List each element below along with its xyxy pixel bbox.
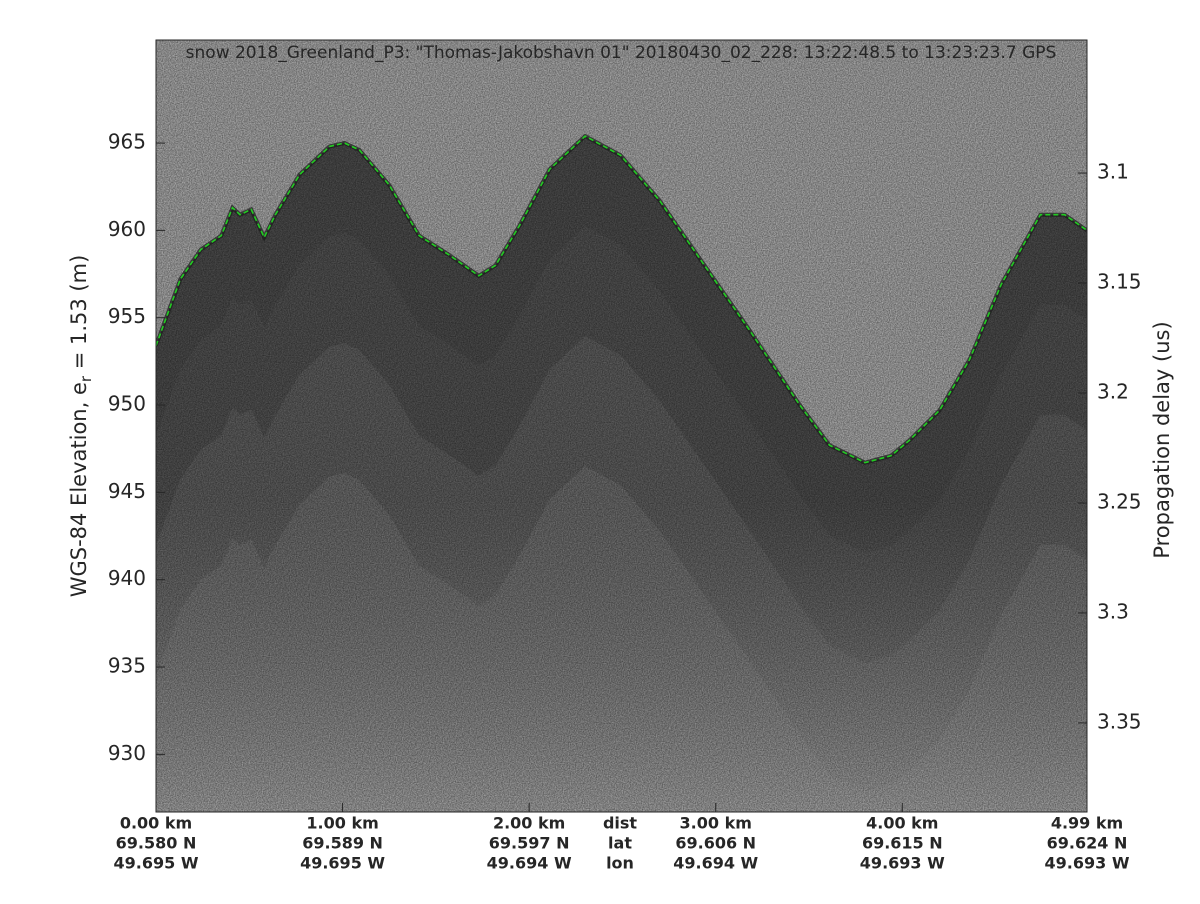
y2-tick-label: 3.35	[1097, 709, 1142, 733]
lat-label: 69.606 N	[675, 834, 756, 853]
y2-tick-label: 3.3	[1097, 599, 1129, 623]
y-label-part: = 1.53 (m)	[67, 255, 91, 376]
speckle	[156, 40, 1087, 812]
y2-tick-label: 3.2	[1097, 380, 1129, 404]
y2-tick-label: 3.15	[1097, 270, 1142, 294]
lon-label: 49.693 W	[860, 854, 945, 873]
lon-label: 49.695 W	[300, 854, 385, 873]
y-axis-label: WGS-84 Elevation, er = 1.53 (m)	[67, 255, 95, 598]
y-tick-label: 945	[108, 479, 146, 503]
x-tick-label: 2.00 km	[493, 814, 565, 833]
y-tick-label: 950	[108, 392, 146, 416]
y-tick-label: 965	[108, 130, 146, 154]
lon-label: 49.694 W	[673, 854, 758, 873]
y2-axis-label: Propagation delay (us)	[1150, 321, 1174, 558]
y-tick-label: 955	[108, 304, 146, 328]
surface-line	[156, 135, 1087, 464]
lat-label: 69.580 N	[116, 834, 197, 853]
x-tick-label: 3.00 km	[680, 814, 752, 833]
lat-label: 69.589 N	[302, 834, 383, 853]
y-tick-label: 960	[108, 217, 146, 241]
lon-label: 49.695 W	[114, 854, 199, 873]
x-tick-label: 1.00 km	[306, 814, 378, 833]
lat-label: 69.615 N	[862, 834, 943, 853]
lat-label: 69.624 N	[1047, 834, 1128, 853]
lon-label: 49.694 W	[487, 854, 572, 873]
row-label: lat	[608, 834, 632, 853]
y2-tick-label: 3.1	[1097, 160, 1129, 184]
row-label: lon	[606, 854, 634, 873]
x-tick-label: 0.00 km	[120, 814, 192, 833]
y2-tick-label: 3.25	[1097, 489, 1142, 513]
y-label-part: WGS-84 Elevation, e	[67, 382, 91, 597]
y-label-subscript: r	[77, 375, 95, 382]
chart-title: snow 2018_Greenland_P3: "Thomas-Jakobsha…	[186, 43, 1057, 63]
plot-frame	[155, 39, 1088, 813]
echogram-image	[156, 40, 1087, 812]
y-tick-label: 940	[108, 566, 146, 590]
y-tick-label: 935	[108, 654, 146, 678]
x-tick-label: 4.00 km	[866, 814, 938, 833]
lat-label: 69.597 N	[489, 834, 570, 853]
lon-label: 49.693 W	[1045, 854, 1130, 873]
x-tick-label: 4.99 km	[1051, 814, 1123, 833]
row-label: dist	[603, 814, 637, 833]
y-tick-label: 930	[108, 741, 146, 765]
